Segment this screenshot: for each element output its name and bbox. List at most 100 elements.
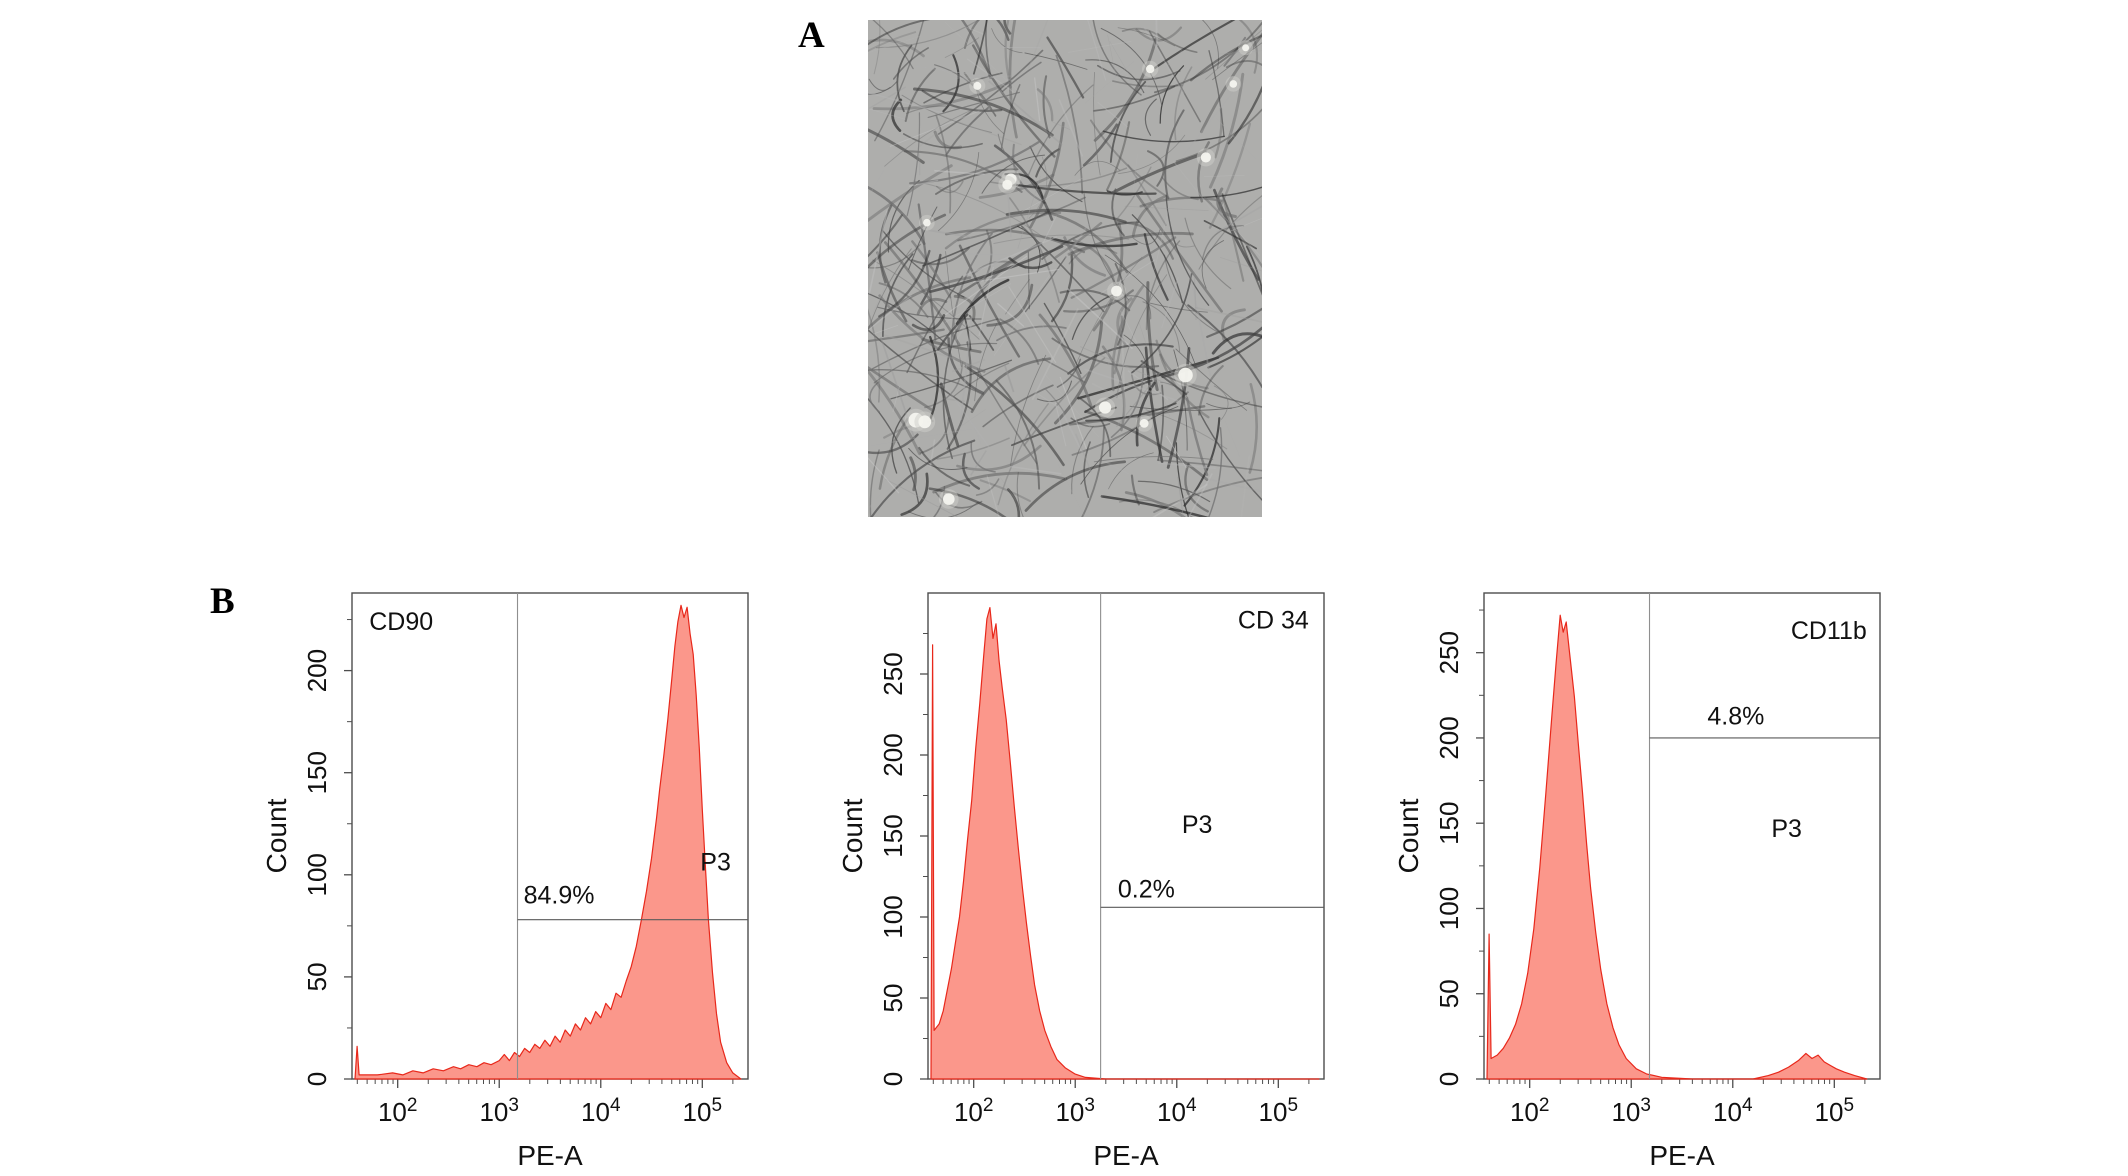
cell-stroke <box>1067 231 1194 256</box>
y-tick-label: 150 <box>302 751 332 794</box>
cell-highlight <box>1037 392 1060 409</box>
cell-stroke <box>935 491 983 509</box>
cell-highlight <box>1132 153 1138 193</box>
cell-stroke <box>1131 195 1166 237</box>
cell-stroke <box>1085 59 1145 94</box>
cell-stroke <box>1100 27 1163 106</box>
cell-highlight <box>1061 411 1084 454</box>
cell-stroke <box>979 479 1031 503</box>
x-tick-label: 104 <box>1157 1095 1197 1127</box>
cell-stroke <box>1051 337 1160 368</box>
cell-stroke <box>1008 197 1060 303</box>
cell-highlight <box>986 475 1000 517</box>
cell-highlight <box>1203 174 1245 177</box>
cell-stroke <box>972 20 988 75</box>
cell-stroke <box>1020 225 1105 313</box>
x-tick-label: 105 <box>1259 1095 1299 1127</box>
panel-b-label: B <box>210 581 235 622</box>
cell-stroke <box>1080 406 1179 485</box>
chart-annotation: CD 34 <box>1238 607 1309 635</box>
x-tick-label: 102 <box>1510 1095 1550 1127</box>
cell-highlight <box>1017 175 1041 249</box>
cell-stroke <box>1112 80 1183 88</box>
cell-highlight <box>1240 455 1251 517</box>
cell-highlight <box>1203 477 1262 493</box>
cell-stroke <box>1093 456 1214 463</box>
y-tick-label: 100 <box>878 895 908 938</box>
cell-highlight <box>868 476 901 510</box>
y-tick-label: 50 <box>302 962 332 991</box>
cell-stroke <box>1208 122 1252 229</box>
cell-stroke <box>1008 20 1018 139</box>
cell-stroke <box>906 275 964 374</box>
cell-stroke <box>1117 27 1176 47</box>
cell-stroke <box>1248 383 1258 474</box>
chart-annotation: 4.8% <box>1707 702 1764 730</box>
cell-stroke <box>1110 360 1144 438</box>
cell-stroke <box>1203 196 1262 269</box>
cell-stroke <box>935 180 964 194</box>
cell-stroke <box>1127 164 1167 227</box>
histogram-area <box>1486 614 1868 1080</box>
cell-stroke <box>1093 71 1101 176</box>
cell-stroke <box>878 282 929 319</box>
cell-stroke <box>963 20 981 49</box>
cell-stroke <box>996 20 1010 42</box>
cell-stroke <box>868 328 945 343</box>
cell-highlight <box>963 257 1002 302</box>
cell-stroke <box>908 447 968 470</box>
cell-highlight <box>1121 332 1127 418</box>
x-tick-label: 105 <box>683 1095 723 1127</box>
cell-stroke <box>986 283 1034 327</box>
cell-stroke <box>911 240 952 299</box>
cell-stroke <box>868 185 926 246</box>
cell-highlight <box>873 324 899 335</box>
cell-stroke <box>1187 304 1262 389</box>
cell-highlight <box>943 397 966 403</box>
cell-stroke <box>900 472 929 516</box>
cell-highlight <box>1057 463 1086 517</box>
round-cell <box>1200 152 1211 163</box>
cell-stroke <box>975 478 1000 496</box>
cell-stroke <box>1116 274 1168 399</box>
cell-stroke <box>875 20 980 49</box>
cell-highlight <box>1224 420 1241 458</box>
round-cell <box>1146 64 1155 74</box>
cell-highlight <box>1211 203 1261 256</box>
flow-histogram-cd90: 102 103 104 105 0 50 100 150 200 Count PE-A CD90 84.… <box>261 592 749 1171</box>
cell-stroke <box>997 133 1018 169</box>
cell-stroke <box>1109 80 1147 163</box>
round-cell <box>1229 80 1238 88</box>
cell-stroke <box>868 369 922 456</box>
chart-annotation: P3 <box>1771 815 1802 843</box>
flow-histogram-cd11b: 102 103 104 105 0 50 100 150 200 250 Count PE-A CD11… <box>1393 592 1881 1171</box>
x-tick-label: 103 <box>479 1095 519 1127</box>
cell-stroke <box>868 276 972 331</box>
cell-stroke <box>1076 256 1143 364</box>
cell-highlight <box>1152 483 1208 517</box>
histogram-area <box>930 607 1320 1080</box>
cell-highlight <box>872 286 886 313</box>
cell-stroke <box>932 471 1068 494</box>
cell-stroke <box>1100 495 1210 517</box>
cell-highlight <box>1155 20 1158 47</box>
cell-highlight <box>1008 285 1057 364</box>
round-cell <box>943 493 955 505</box>
cell-highlight <box>964 25 984 35</box>
cell-highlight <box>1105 461 1129 475</box>
cell-highlight <box>1097 101 1128 128</box>
cell-stroke <box>1150 20 1236 72</box>
cell-highlight <box>1195 306 1262 323</box>
cell-stroke <box>1214 107 1223 159</box>
cell-stroke <box>1116 297 1133 346</box>
cell-stroke <box>1198 411 1262 501</box>
cell-highlight <box>1010 465 1062 475</box>
round-cell <box>1099 401 1112 414</box>
cell-stroke <box>1007 488 1021 517</box>
cell-highlight <box>889 110 980 148</box>
cell-stroke <box>1212 42 1262 81</box>
cell-stroke <box>902 133 983 149</box>
y-tick-label: 200 <box>878 733 908 776</box>
cell-stroke <box>1092 85 1176 112</box>
cell-stroke <box>1051 237 1138 248</box>
